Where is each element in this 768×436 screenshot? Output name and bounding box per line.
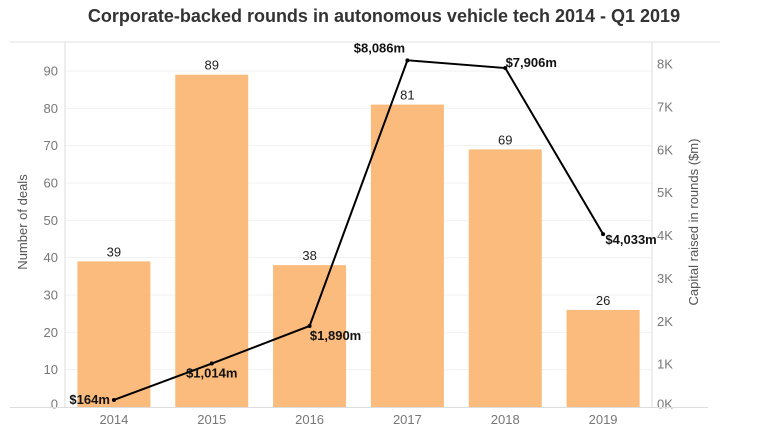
line-value-label: $1,014m [186, 366, 237, 381]
line-point [503, 66, 508, 71]
line-point [601, 232, 606, 237]
bar-value-label: 89 [205, 58, 219, 73]
y-tick-label: 80 [44, 101, 58, 116]
y-tick-label: 0 [51, 397, 58, 412]
bar [566, 309, 640, 407]
bar [175, 74, 249, 407]
line-value-label: $1,890m [310, 328, 361, 343]
bar-value-label: 38 [302, 248, 316, 263]
y-tick-label: 70 [44, 138, 58, 153]
bar [370, 104, 444, 407]
bar-value-label: 26 [596, 293, 610, 308]
x-tick-label: 2018 [491, 412, 520, 427]
y-tick-label: 30 [44, 288, 58, 303]
y2-tick-label: 1K [657, 357, 673, 372]
y2-tick-label: 6K [657, 142, 673, 157]
bar [468, 149, 542, 407]
y-tick-label: 40 [44, 250, 58, 265]
gridlines [65, 70, 652, 371]
x-tick-label: 2017 [393, 412, 422, 427]
axes: 0 10 20 30 40 50 60 70 80 90 0K 1K 2K 3K 4K 5K 6K 7K 8K 201… [10, 41, 720, 427]
bar-series [77, 74, 640, 407]
x-tick-label: 2016 [295, 412, 324, 427]
bar-value-label: 69 [498, 132, 512, 147]
line-point [111, 397, 116, 402]
y-tick-label: 60 [44, 176, 58, 191]
y-tick-label: 50 [44, 213, 58, 228]
data-labels: 39 89 38 81 69 26 $164m $1,014m $1,890m $8,086m $7… [69, 40, 656, 407]
y2-axis-label: Capital raised in rounds ($m) [686, 139, 701, 306]
line-point [209, 361, 214, 366]
line-point [405, 58, 410, 63]
line-series [111, 58, 606, 402]
y2-tick-label: 4K [657, 228, 673, 243]
bar [77, 261, 151, 407]
y-tick-label: 10 [44, 362, 58, 377]
x-tick-label: 2019 [589, 412, 618, 427]
line-value-label: $4,033m [605, 232, 656, 247]
chart-title: Corporate-backed rounds in autonomous ve… [87, 6, 681, 26]
line-value-label: $8,086m [354, 40, 405, 55]
y2-tick-label: 3K [657, 271, 673, 286]
x-tick-label: 2015 [197, 412, 226, 427]
bar-value-label: 81 [400, 88, 414, 103]
y-tick-label: 90 [44, 64, 58, 79]
y2-tick-label: 5K [657, 185, 673, 200]
line-path [113, 59, 604, 401]
y2-tick-label: 7K [657, 99, 673, 114]
line-point [307, 323, 312, 328]
y2-tick-label: 2K [657, 314, 673, 329]
y-tick-label: 20 [44, 325, 58, 340]
x-tick-label: 2014 [99, 412, 128, 427]
line-value-label: $164m [69, 392, 109, 407]
bar-value-label: 39 [107, 244, 121, 259]
y2-tick-label: 0K [657, 397, 673, 412]
line-value-label: $7,906m [506, 55, 557, 70]
y-axis-label: Number of deals [15, 174, 30, 270]
y2-tick-label: 8K [657, 57, 673, 72]
